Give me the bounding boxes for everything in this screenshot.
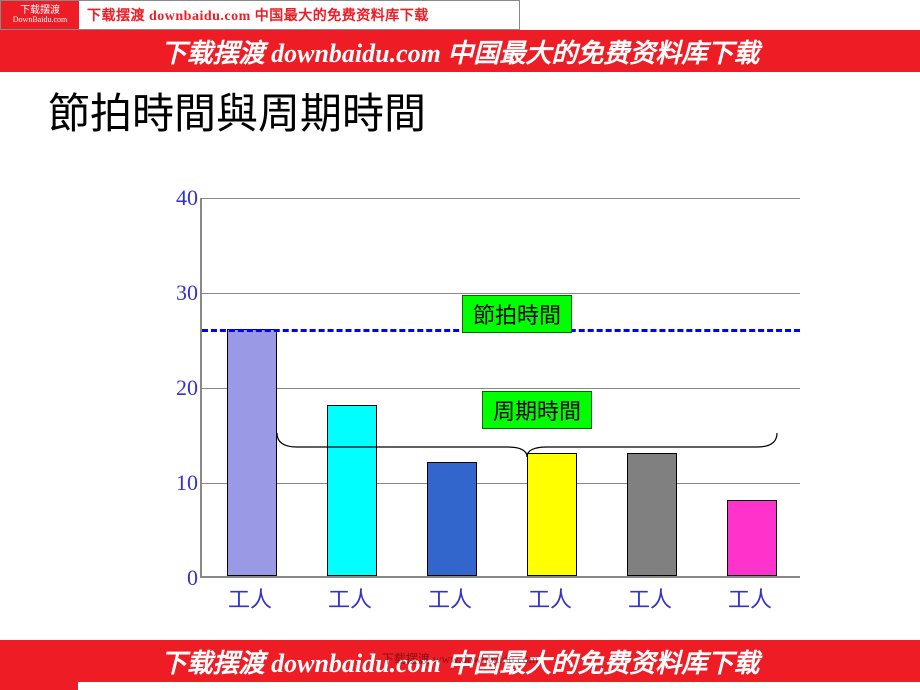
banner-text: 下载摆渡 downbaidu.com 中国最大的免费资料库下载 <box>79 5 519 25</box>
y-tick-label: 0 <box>187 565 198 591</box>
cycle-time-brace <box>202 427 802 467</box>
chart: 節拍時間周期時間 010203040工人工人工人工人工人工人 <box>150 190 830 630</box>
banner-logo-bottom: DownBaidu.com <box>13 16 67 24</box>
x-tick-label: 工人 <box>520 582 580 614</box>
x-tick-label: 工人 <box>620 582 680 614</box>
gridline <box>202 293 800 294</box>
plot-area: 節拍時間周期時間 <box>200 198 800 578</box>
footer-watermark: 下载摆渡 www.downbaidu.com <box>0 650 920 667</box>
gridline <box>202 198 800 199</box>
bar <box>627 453 677 577</box>
x-tick-label: 工人 <box>420 582 480 614</box>
bar <box>427 462 477 576</box>
x-tick-label: 工人 <box>320 582 380 614</box>
bar <box>727 500 777 576</box>
takt-time-label: 節拍時間 <box>462 295 572 333</box>
y-tick-label: 30 <box>176 280 198 306</box>
gridline <box>202 388 800 389</box>
red-bar-top: 下载摆渡 downbaidu.com 中国最大的免费资料库下载 <box>0 30 920 72</box>
bar <box>527 453 577 577</box>
x-tick-label: 工人 <box>220 582 280 614</box>
x-tick-label: 工人 <box>720 582 780 614</box>
bottom-logo-strip <box>0 682 78 690</box>
y-tick-label: 40 <box>176 185 198 211</box>
red-bar-top-text: 下载摆渡 downbaidu.com 中国最大的免费资料库下载 <box>161 33 760 70</box>
slide-title: 節拍時間與周期時間 <box>48 80 426 141</box>
cycle-time-label: 周期時間 <box>482 391 592 429</box>
banner-logo: 下载摆渡 DownBaidu.com <box>1 1 79 29</box>
y-tick-label: 10 <box>176 470 198 496</box>
gridline <box>202 483 800 484</box>
y-tick-label: 20 <box>176 375 198 401</box>
top-banner: 下载摆渡 DownBaidu.com 下载摆渡 downbaidu.com 中国… <box>0 0 520 30</box>
